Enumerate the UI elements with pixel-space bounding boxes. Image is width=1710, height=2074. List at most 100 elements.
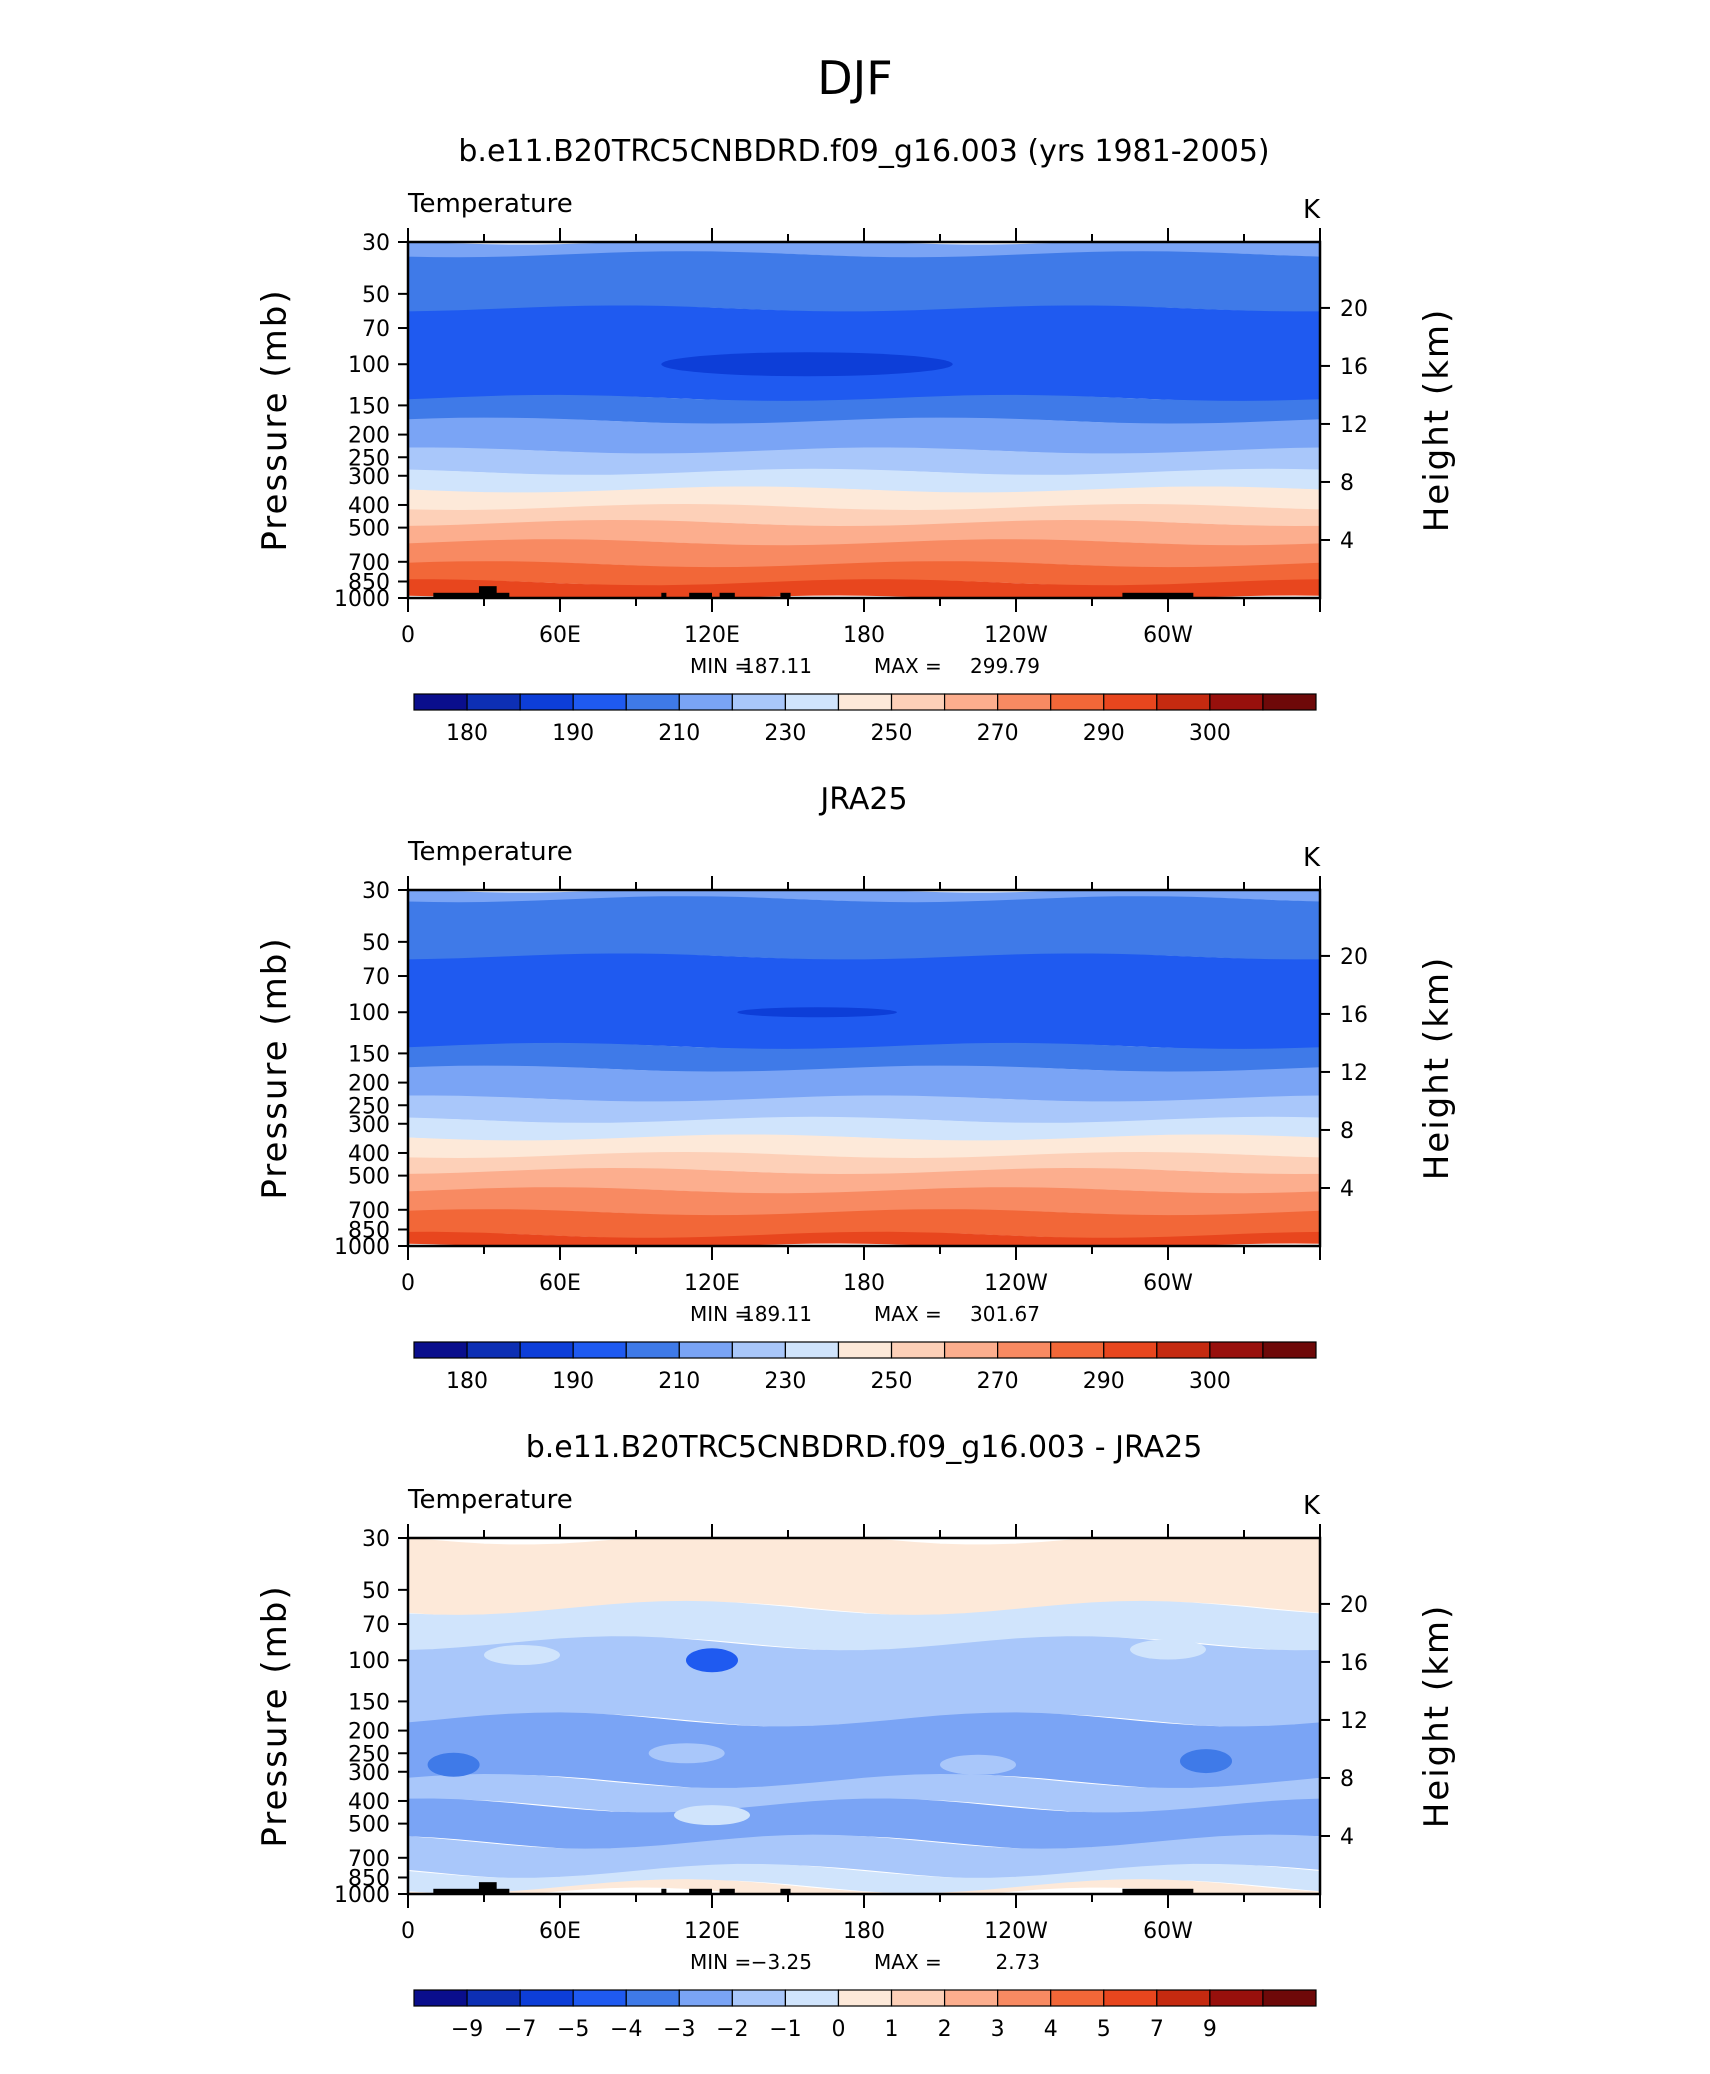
min-label: MIN = bbox=[690, 1302, 751, 1326]
colorbar-box bbox=[1209, 693, 1264, 711]
y-tick-label: 150 bbox=[348, 1690, 390, 1715]
colorbar-box bbox=[837, 693, 893, 711]
colorbar-label: 290 bbox=[1083, 721, 1125, 746]
y-tick-label: 70 bbox=[362, 965, 390, 990]
height-tick-label: 4 bbox=[1340, 1177, 1354, 1202]
height-tick-label: 12 bbox=[1340, 1709, 1368, 1734]
colorbar-box bbox=[837, 1989, 893, 2007]
panel-title: b.e11.B20TRC5CNBDRD.f09_g16.003 (yrs 198… bbox=[458, 134, 1269, 169]
x-tick-label: 120W bbox=[984, 1271, 1048, 1296]
y-tick-label: 500 bbox=[348, 1165, 390, 1190]
colorbar-label: 5 bbox=[1097, 2017, 1111, 2042]
y-tick-label: 400 bbox=[348, 1142, 390, 1167]
colorbar-label: 190 bbox=[552, 1369, 594, 1394]
colorbar-box bbox=[678, 1989, 733, 2007]
x-tick-label: 180 bbox=[843, 1919, 885, 1944]
max-value: 301.67 bbox=[970, 1302, 1040, 1326]
topography-mask bbox=[780, 1888, 791, 1894]
colorbar-label: −4 bbox=[610, 2017, 642, 2042]
y-tick-label: 100 bbox=[348, 353, 390, 378]
panel-model: b.e11.B20TRC5CNBDRD.f09_g16.003 (yrs 198… bbox=[255, 134, 1457, 746]
colorbar-box bbox=[466, 1341, 521, 1359]
colorbar-box bbox=[1209, 1341, 1264, 1359]
contour-plot bbox=[408, 242, 1320, 598]
colorbar-box bbox=[519, 1989, 574, 2007]
colorbar-box bbox=[572, 693, 627, 711]
y-tick-label: 850 bbox=[348, 571, 390, 596]
colorbar-box bbox=[997, 1341, 1052, 1359]
panel-title: JRA25 bbox=[818, 782, 907, 817]
height-tick-label: 4 bbox=[1340, 529, 1354, 554]
colorbar-label: 190 bbox=[552, 721, 594, 746]
y-axis-label-right: Height (km) bbox=[1417, 956, 1457, 1181]
colorbar-box bbox=[678, 693, 733, 711]
x-tick-label: 60W bbox=[1143, 623, 1193, 648]
units-label: K bbox=[1303, 195, 1321, 225]
y-tick-label: 150 bbox=[348, 1042, 390, 1067]
colorbar-label: 250 bbox=[871, 721, 913, 746]
x-tick-label: 180 bbox=[843, 623, 885, 648]
y-axis-label: Pressure (mb) bbox=[255, 288, 295, 551]
y-tick-label: 300 bbox=[348, 465, 390, 490]
y-axis-label: Pressure (mb) bbox=[255, 1584, 295, 1847]
colorbar-box bbox=[997, 1989, 1052, 2007]
height-tick-label: 16 bbox=[1340, 355, 1368, 380]
colorbar: −9 −7 −5 −4 −3 −2 −1 0 1 2 3 4 5 7 9 bbox=[413, 1989, 1317, 2042]
x-tick-label: 120W bbox=[984, 623, 1048, 648]
min-value: 187.11 bbox=[742, 654, 812, 678]
colorbar-box bbox=[1050, 1989, 1105, 2007]
contour-band-205 bbox=[408, 896, 1320, 961]
colorbar-box bbox=[519, 1341, 574, 1359]
x-tick-label: 60E bbox=[539, 623, 581, 648]
contour-band-255 bbox=[408, 1151, 1320, 1176]
contour-plot bbox=[408, 890, 1320, 1246]
height-tick-label: 8 bbox=[1340, 1767, 1354, 1792]
colorbar-box bbox=[890, 1341, 946, 1359]
colorbar-label: 180 bbox=[446, 721, 488, 746]
anomaly-region--0.5 bbox=[674, 1805, 750, 1826]
colorbar-box bbox=[890, 1989, 946, 2007]
colorbar-label: 300 bbox=[1189, 721, 1231, 746]
topography-mask bbox=[689, 1888, 712, 1894]
panel-difference: b.e11.B20TRC5CNBDRD.f09_g16.003 - JRA25 … bbox=[255, 1430, 1457, 2042]
height-tick-label: 12 bbox=[1340, 1061, 1368, 1086]
height-tick-label: 8 bbox=[1340, 1119, 1354, 1144]
cold-core-region bbox=[661, 352, 953, 377]
x-tick-label: 120W bbox=[984, 1919, 1048, 1944]
colorbar-box bbox=[1156, 1341, 1211, 1359]
y-tick-label: 100 bbox=[348, 1001, 390, 1026]
x-tick-label: 60W bbox=[1143, 1919, 1193, 1944]
colorbar-label: 9 bbox=[1203, 2017, 1217, 2042]
colorbar-box bbox=[731, 1989, 787, 2007]
topography-mask bbox=[478, 586, 497, 598]
height-tick-label: 20 bbox=[1340, 297, 1368, 322]
colorbar-label: 270 bbox=[977, 1369, 1019, 1394]
y-tick-label: 850 bbox=[348, 1867, 390, 1892]
contour-plot bbox=[408, 1538, 1320, 1894]
contour-band-291 bbox=[408, 579, 1320, 598]
colorbar-label: 210 bbox=[658, 1369, 700, 1394]
colorbar-box bbox=[943, 1341, 999, 1359]
anomaly-region--1.5 bbox=[648, 1743, 725, 1764]
topography-mask bbox=[1122, 1888, 1194, 1894]
topography-mask bbox=[433, 592, 510, 598]
y-tick-label: 70 bbox=[362, 1613, 390, 1638]
contour-band--2.5 bbox=[408, 1712, 1320, 1789]
units-label: K bbox=[1303, 843, 1321, 873]
y-tick-label: 150 bbox=[348, 394, 390, 419]
min-value: 189.11 bbox=[742, 1302, 812, 1326]
y-tick-label: 700 bbox=[348, 1847, 390, 1872]
colorbar-box bbox=[572, 1989, 627, 2007]
colorbar-box bbox=[413, 693, 468, 711]
colorbar-box bbox=[943, 693, 999, 711]
colorbar-label: −1 bbox=[769, 2017, 801, 2042]
y-tick-label: 400 bbox=[348, 1790, 390, 1815]
y-tick-label: 850 bbox=[348, 1219, 390, 1244]
x-tick-label: 180 bbox=[843, 1271, 885, 1296]
height-tick-label: 8 bbox=[1340, 471, 1354, 496]
x-tick-label: 0 bbox=[401, 623, 415, 648]
panel-obs: JRA25 Temperature K 30507010015020025030… bbox=[255, 782, 1457, 1394]
y-tick-label: 50 bbox=[362, 931, 390, 956]
